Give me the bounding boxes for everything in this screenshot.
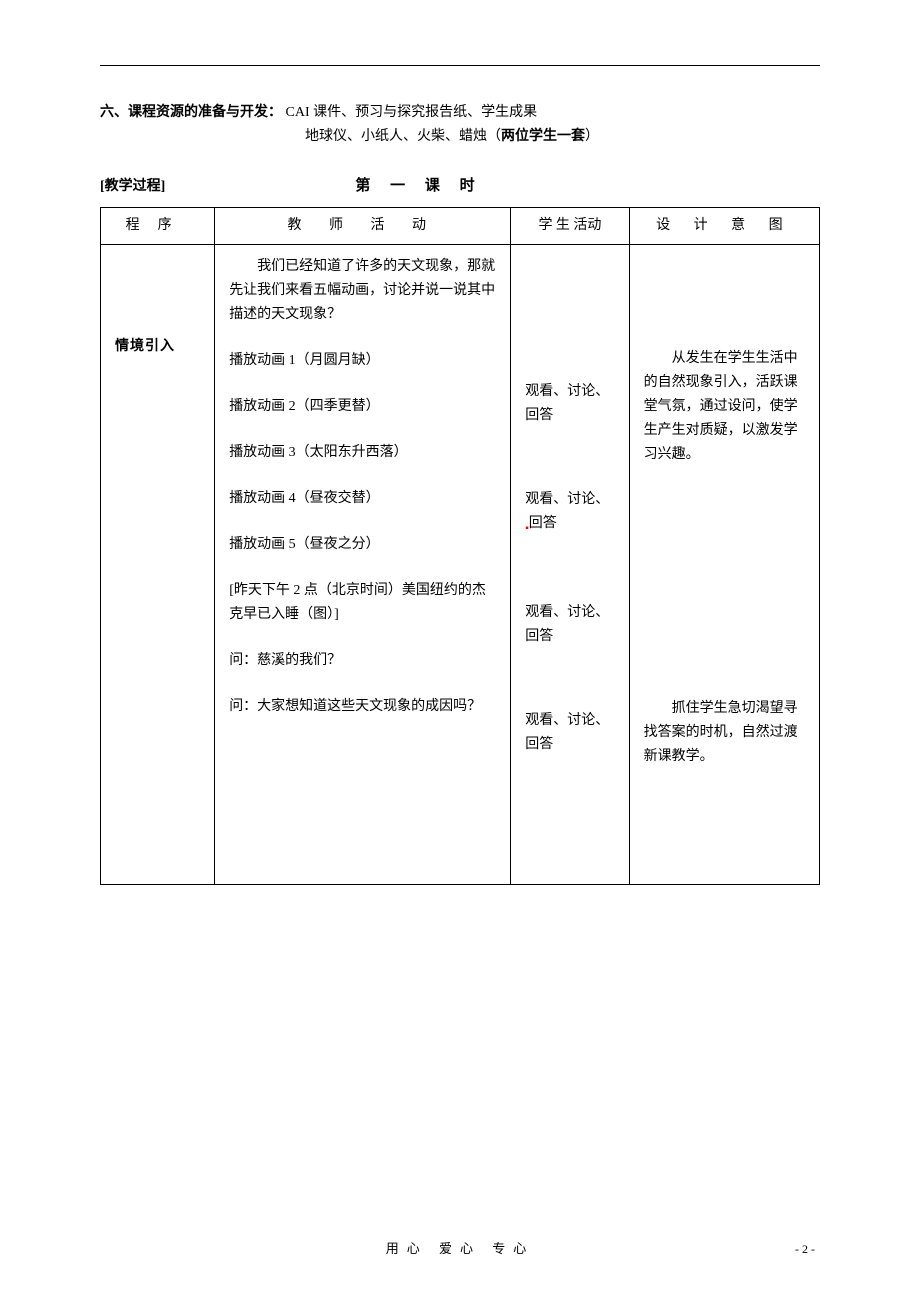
section-six-line1: CAI 课件、预习与探究报告纸、学生成果: [282, 105, 537, 120]
section-six-label: 六、课程资源的准备与开发：: [100, 105, 282, 120]
section-six-line2b: ）: [585, 129, 599, 144]
table-header-row: 程序 教 师 活 动 学 生 活动 设 计 意 图: [101, 208, 820, 245]
design-block1: 从发生在学生生活中的自然现象引入，活跃课堂气氛，通过设问，使学生产生对质疑，以激…: [644, 347, 805, 467]
student-block2a: 观看、讨论、: [525, 492, 609, 507]
table-row: 情境引入 我们已经知道了许多的天文现象，那就先让我们来看五幅动画，讨论并说一说其…: [101, 245, 820, 885]
design-block2: 抓住学生急切渴望寻找答案的时机，自然过渡新课教学。: [644, 697, 805, 769]
student-block1: 观看、讨论、回答: [525, 380, 614, 428]
student-block2b: 回答: [529, 516, 557, 531]
process-header: [教学过程] 第 一 课 时: [100, 174, 820, 195]
header-rule: [100, 65, 820, 66]
header-procedure: 程序: [101, 208, 215, 245]
header-student: 学 生 活动: [511, 208, 629, 245]
lesson-table: 程序 教 师 活 动 学 生 活动 设 计 意 图 情境引入 我们已经知道了许多…: [100, 207, 820, 885]
section-six: 六、课程资源的准备与开发： CAI 课件、预习与探究报告纸、学生成果 地球仪、小…: [100, 101, 820, 149]
student-block3: 观看、讨论、回答: [525, 601, 614, 649]
process-label: [教学过程]: [100, 175, 165, 195]
student-cell: 观看、讨论、回答 观看、讨论、▪回答 观看、讨论、回答 观看、讨论、回答: [511, 245, 629, 885]
page-number: - 2 -: [795, 1242, 815, 1257]
teacher-scenario: [昨天下午 2 点（北京时间）美国纽约的杰克早已入睡（图）]: [229, 579, 496, 627]
footer-text: 用心 爱心 专心: [0, 1238, 920, 1257]
header-design: 设 计 意 图: [629, 208, 819, 245]
student-block4: 观看、讨论、回答: [525, 709, 614, 757]
teacher-intro: 我们已经知道了许多的天文现象，那就先让我们来看五幅动画，讨论并说一说其中描述的天…: [229, 255, 496, 327]
teacher-anim1: 播放动画 1（月圆月缺）: [229, 349, 496, 373]
section-six-line2a: 地球仪、小纸人、火柴、蜡烛（: [305, 129, 501, 144]
header-teacher: 教 师 活 动: [215, 208, 511, 245]
design-cell: 从发生在学生生活中的自然现象引入，活跃课堂气氛，通过设问，使学生产生对质疑，以激…: [629, 245, 819, 885]
procedure-cell: 情境引入: [101, 245, 215, 885]
teacher-q1: 问：慈溪的我们？: [229, 649, 496, 673]
student-block2: 观看、讨论、▪回答: [525, 488, 614, 541]
teacher-anim5: 播放动画 5（昼夜之分）: [229, 533, 496, 557]
section-six-line2-bold: 两位学生一套: [501, 129, 585, 144]
teacher-anim3: 播放动画 3（太阳东升西落）: [229, 441, 496, 465]
teacher-q2: 问：大家想知道这些天文现象的成因吗？: [229, 695, 496, 719]
teacher-anim2: 播放动画 2（四季更替）: [229, 395, 496, 419]
teacher-anim4: 播放动画 4（昼夜交替）: [229, 487, 496, 511]
lesson-title: 第 一 课 时: [355, 174, 482, 195]
teacher-cell: 我们已经知道了许多的天文现象，那就先让我们来看五幅动画，讨论并说一说其中描述的天…: [215, 245, 511, 885]
